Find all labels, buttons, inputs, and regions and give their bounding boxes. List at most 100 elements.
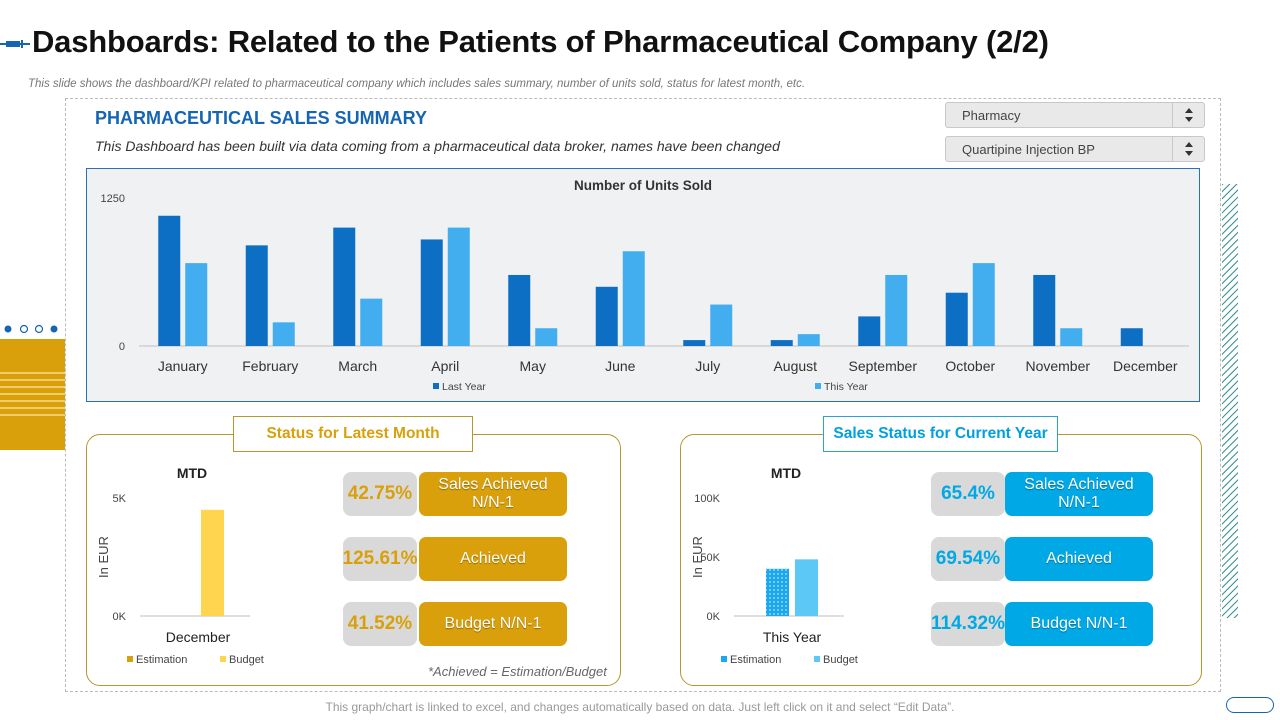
y-tick-label: 100K	[694, 493, 720, 505]
y-tick-label: 5K	[113, 493, 127, 505]
y-axis-label: In EUR	[96, 536, 111, 578]
page-subtitle: This slide shows the dashboard/KPI relat…	[28, 78, 806, 90]
mtd-chart-title: MTD	[771, 465, 801, 481]
bar-budget	[795, 559, 818, 616]
legend-label: Estimation	[730, 654, 781, 666]
kpi-label-line: N/N-1	[1058, 494, 1100, 511]
x-tick-label: July	[695, 358, 720, 374]
nav-pill-button[interactable]	[1226, 697, 1274, 713]
bar-budget	[201, 509, 224, 616]
bar-last-year	[158, 215, 181, 346]
y-tick-label: 0K	[707, 611, 721, 623]
bar-last-year	[858, 316, 881, 346]
y-tick-label: 50K	[700, 552, 720, 564]
legend-label: Last Year	[442, 381, 486, 393]
bar-last-year	[420, 239, 443, 346]
legend-swatch	[815, 383, 821, 389]
legend-label: This Year	[824, 381, 868, 393]
product-dropdown-value: Quartipine Injection BP	[962, 142, 1095, 157]
mtd-chart-latest-month: MTD 0K 5K In EUR December Estimation Budget	[96, 465, 264, 666]
x-tick-label: August	[773, 358, 817, 374]
bar-last-year	[508, 274, 531, 346]
kpi-label-line: Sales Achieved	[438, 475, 548, 493]
bar-last-year	[595, 286, 618, 346]
kpi-label-achieved: Achieved	[1005, 537, 1153, 581]
bar-this-year	[622, 251, 645, 346]
bar-this-year	[360, 298, 383, 346]
bar-last-year	[1033, 274, 1056, 346]
x-tick-label: December	[1113, 358, 1178, 374]
x-tick-label: November	[1025, 358, 1090, 374]
legend-label: Budget	[229, 654, 264, 666]
units-sold-chart-svg: Number of Units Sold 1250 0 January February…	[101, 178, 1189, 393]
pharmacy-dropdown-value: Pharmacy	[962, 108, 1021, 123]
legend-swatch	[433, 383, 439, 389]
kpi-label-budget: Budget N/N-1	[1005, 602, 1153, 646]
legend-swatch	[721, 656, 727, 662]
bar-this-year	[885, 274, 908, 346]
kpi-label-sales-achieved: Sales Achieved N/N-1	[1005, 472, 1153, 516]
chart-title: Number of Units Sold	[574, 178, 712, 193]
current-year-heading: Sales Status for Current Year	[823, 416, 1058, 452]
x-tick-label: May	[520, 358, 546, 374]
gold-stripe-block	[0, 339, 65, 450]
legend-label: Estimation	[136, 654, 187, 666]
pharmacy-dropdown[interactable]: Pharmacy	[945, 102, 1205, 128]
bar-this-year	[797, 334, 820, 346]
syringe-icon	[0, 40, 30, 48]
legend-swatch	[814, 656, 820, 662]
units-sold-chart: Number of Units Sold 1250 0 January February…	[86, 168, 1200, 402]
kpi-value-achieved: 69.54%	[931, 537, 1005, 581]
x-tick-label: April	[431, 358, 459, 374]
latest-month-heading: Status for Latest Month	[233, 416, 473, 452]
x-tick-label: February	[242, 358, 298, 374]
hatched-stripe	[1222, 184, 1238, 618]
summary-note: This Dashboard has been built via data c…	[95, 138, 780, 154]
mtd-chart-current-year: MTD 0K 50K 100K In EUR This Year Estimation Bud…	[690, 465, 858, 666]
y-tick-label: 1250	[101, 193, 125, 205]
product-dropdown[interactable]: Quartipine Injection BP	[945, 136, 1205, 162]
x-tick-label: This Year	[763, 629, 822, 645]
x-tick-label: January	[158, 358, 208, 374]
bar-this-year	[447, 227, 470, 346]
summary-heading: PHARMACEUTICAL SALES SUMMARY	[95, 108, 428, 128]
kpi-label-sales-achieved: Sales Achieved N/N-1	[419, 472, 567, 516]
dashboard-frame	[65, 98, 1221, 692]
updown-arrow-icon[interactable]	[1172, 103, 1204, 127]
achieved-footnote: *Achieved = Estimation/Budget	[428, 664, 607, 679]
kpi-value-budget: 114.32%	[931, 602, 1005, 646]
bar-this-year	[1060, 328, 1083, 346]
footer-note: This graph/chart is linked to excel, and…	[325, 700, 955, 714]
kpi-label-budget: Budget N/N-1	[419, 602, 567, 646]
bar-last-year	[245, 245, 268, 346]
legend-label: Budget	[823, 654, 858, 666]
bar-estimation	[766, 568, 789, 616]
bar-this-year	[185, 263, 208, 346]
x-tick-label: March	[338, 358, 377, 374]
page-title: Dashboards: Related to the Patients of P…	[32, 24, 1049, 59]
bar-last-year	[770, 340, 793, 346]
kpi-label-achieved: Achieved	[419, 537, 567, 581]
updown-arrow-icon[interactable]	[1172, 137, 1204, 161]
x-tick-label: October	[945, 358, 995, 374]
mtd-chart-title: MTD	[177, 465, 207, 481]
kpi-value-budget: 41.52%	[343, 602, 417, 646]
x-tick-label: June	[605, 358, 636, 374]
bar-last-year	[683, 340, 706, 346]
legend-swatch	[220, 656, 226, 662]
bar-last-year	[333, 227, 356, 346]
kpi-label-line: Sales Achieved	[1024, 475, 1134, 493]
bar-this-year	[272, 322, 295, 346]
bar-this-year	[535, 328, 558, 346]
y-tick-label: 0	[119, 341, 125, 353]
bar-this-year	[710, 304, 733, 346]
bar-last-year	[1120, 328, 1143, 346]
kpi-label-line: N/N-1	[472, 494, 514, 511]
y-tick-label: 0K	[113, 611, 127, 623]
x-tick-label: September	[849, 358, 918, 374]
x-tick-label: December	[166, 629, 231, 645]
legend-swatch	[127, 656, 133, 662]
slide-dots	[4, 324, 58, 334]
bar-last-year	[945, 292, 968, 346]
kpi-value-sales-achieved: 42.75%	[343, 472, 417, 516]
